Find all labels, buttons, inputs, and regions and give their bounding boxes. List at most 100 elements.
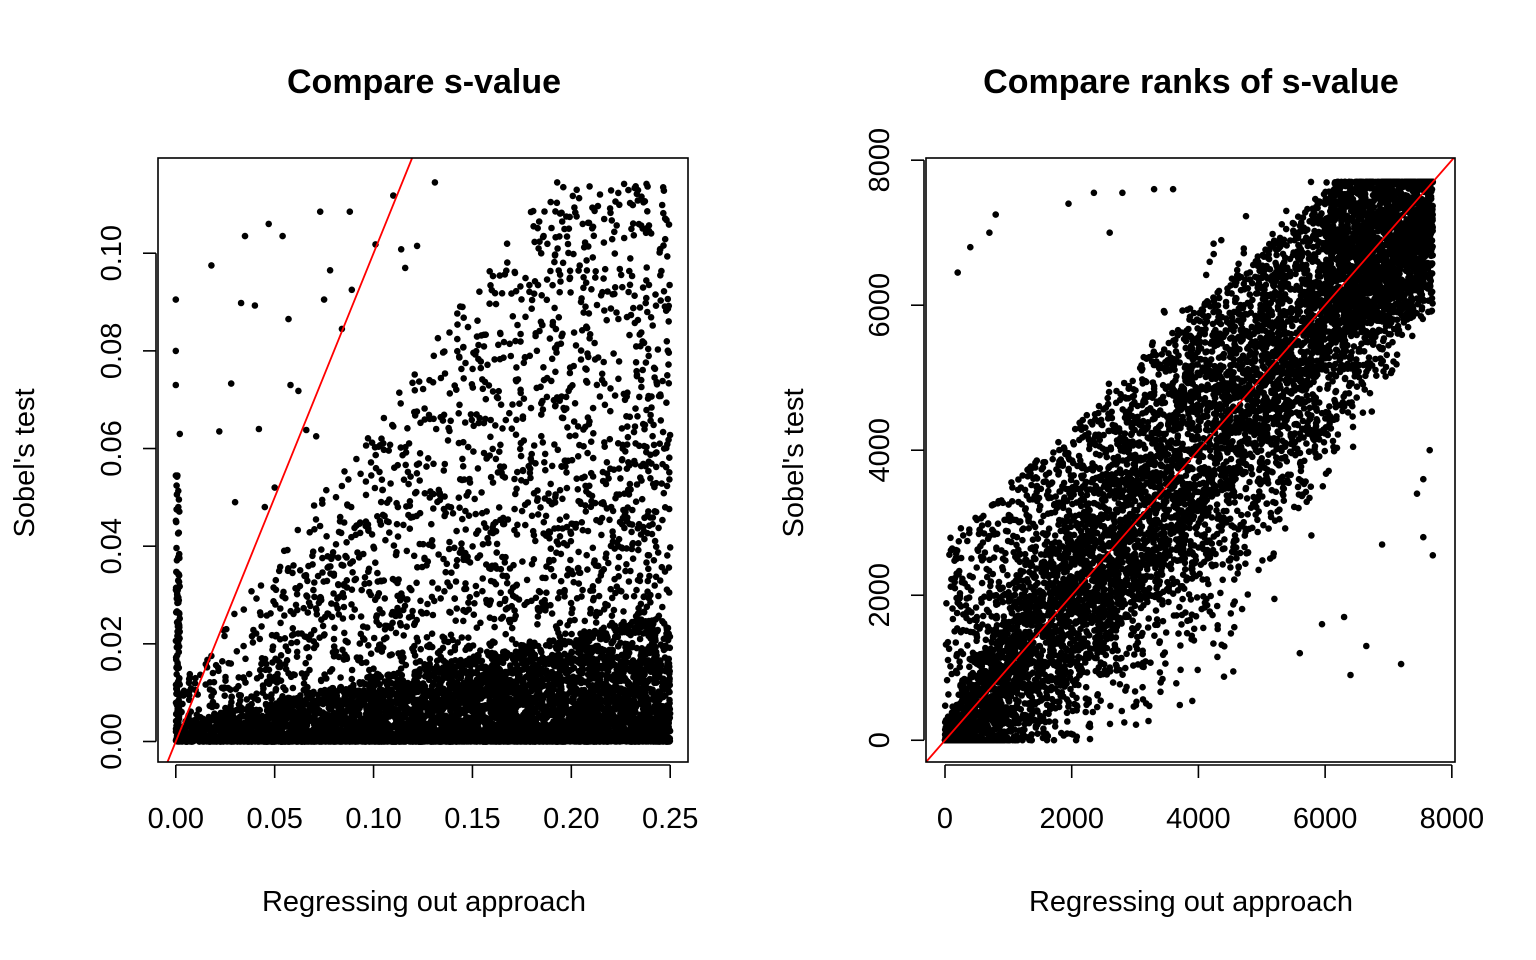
data-point	[471, 495, 479, 503]
data-point	[592, 619, 600, 626]
data-point	[328, 555, 335, 563]
data-point	[446, 390, 454, 397]
data-point	[452, 578, 460, 585]
data-point	[583, 551, 590, 559]
data-point	[570, 329, 578, 336]
data-point	[665, 349, 673, 357]
data-point	[331, 624, 338, 632]
data-point	[372, 559, 379, 566]
data-point	[430, 352, 438, 360]
data-point	[186, 692, 193, 699]
data-point	[665, 318, 672, 325]
data-point	[386, 441, 394, 449]
data-point	[592, 268, 599, 275]
data-point	[372, 451, 380, 459]
data-point	[240, 642, 247, 650]
data-point	[460, 375, 468, 382]
data-point	[633, 367, 640, 375]
data-point	[593, 301, 601, 309]
data-point	[487, 473, 495, 481]
data-point	[327, 563, 334, 570]
data-point	[411, 412, 419, 419]
data-point	[339, 615, 347, 622]
data-point	[627, 255, 634, 262]
data-point	[633, 481, 641, 488]
data-point	[574, 423, 582, 430]
data-point	[623, 561, 630, 568]
data-point	[396, 389, 403, 397]
data-point	[317, 676, 325, 684]
data-point	[561, 586, 568, 594]
data-point	[379, 511, 387, 519]
data-point	[233, 648, 241, 655]
data-point	[541, 459, 548, 466]
chart-title: Compare s-value	[287, 63, 561, 101]
data-point	[556, 288, 563, 296]
data-point	[566, 267, 574, 275]
data-point	[530, 556, 538, 563]
data-point	[376, 621, 383, 629]
data-point	[508, 636, 516, 643]
data-point	[419, 540, 427, 548]
data-point	[411, 619, 419, 627]
data-point	[548, 224, 555, 232]
data-point	[442, 568, 450, 576]
data-point	[493, 549, 501, 556]
data-point	[540, 232, 547, 240]
data-point	[615, 375, 622, 383]
data-point	[543, 690, 550, 697]
data-point	[453, 527, 460, 535]
data-point	[393, 520, 401, 528]
data-point	[508, 624, 516, 632]
data-point	[603, 316, 610, 324]
data-point	[634, 197, 642, 204]
data-point	[348, 601, 355, 608]
data-point	[311, 526, 318, 533]
data-point	[253, 690, 260, 697]
data-point	[584, 350, 591, 357]
data-point	[660, 187, 668, 194]
data-point	[451, 595, 459, 602]
data-point	[335, 528, 343, 536]
data-point	[600, 566, 608, 573]
data-point	[416, 450, 424, 457]
data-point	[540, 364, 547, 371]
data-point	[611, 250, 619, 257]
data-point	[613, 222, 620, 229]
data-point	[513, 416, 520, 424]
data-point	[436, 647, 444, 655]
data-point	[652, 573, 660, 581]
data-point	[616, 265, 624, 273]
data-point	[628, 528, 635, 536]
data-point	[314, 572, 322, 580]
data-point	[565, 249, 572, 257]
data-point	[537, 504, 544, 511]
data-point	[394, 503, 402, 511]
data-point	[644, 345, 652, 353]
data-point	[484, 361, 491, 369]
data-point	[666, 281, 673, 289]
data-point	[373, 612, 381, 619]
data-point	[456, 401, 463, 409]
data-point	[584, 449, 591, 457]
scatter-points	[172, 179, 674, 745]
data-point	[650, 557, 658, 564]
data-point	[310, 626, 318, 634]
data-point	[537, 646, 544, 654]
data-point	[577, 347, 585, 354]
data-point	[507, 352, 515, 360]
data-point	[495, 341, 502, 349]
data-point	[452, 617, 460, 624]
data-point	[276, 563, 284, 571]
data-point	[451, 544, 458, 552]
data-point	[513, 531, 521, 538]
data-point	[454, 310, 461, 317]
data-point	[421, 490, 429, 497]
data-point	[242, 655, 249, 663]
data-point	[596, 393, 604, 400]
data-point	[589, 404, 597, 412]
data-point	[615, 553, 623, 561]
data-point	[663, 482, 671, 490]
data-point	[397, 400, 405, 407]
data-point	[340, 603, 348, 611]
